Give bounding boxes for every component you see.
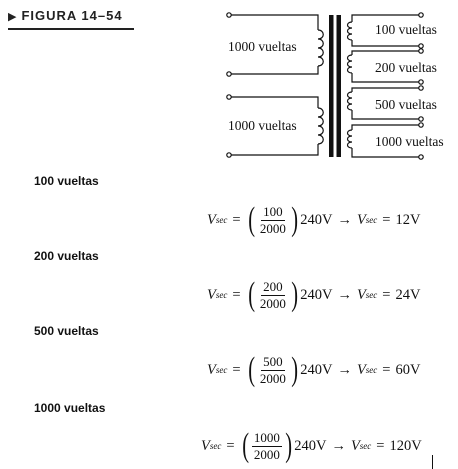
transformer-diagram: 1000 vueltas 1000 vueltas 100 vueltas 20… [226,12,444,160]
triangle-icon: ▶ [8,11,18,23]
figure-title-text: FIGURA 14–54 [21,8,123,23]
primary-coil-1 [226,12,324,77]
core-bar-left [329,15,334,157]
secondary-winding-label-1000: 1000 vueltas [375,134,444,149]
primary-coil-2 [226,94,324,158]
primary-winding-label-1: 1000 vueltas [228,39,297,54]
text-cursor [432,455,433,469]
core-bar-right [336,15,341,157]
secondary-winding-label-200: 200 vueltas [375,60,437,75]
secondary-winding-label-500: 500 vueltas [375,97,437,112]
case-heading-200: 200 vueltas [34,249,99,263]
case-heading-500: 500 vueltas [34,324,99,338]
case-heading-100: 100 vueltas [34,174,99,188]
secondary-winding-label-100: 100 vueltas [375,22,437,37]
title-rule [8,28,134,30]
primary-winding-label-2: 1000 vueltas [228,118,297,133]
figure-title: ▶ FIGURA 14–54 [8,8,123,23]
case-heading-1000: 1000 vueltas [34,401,106,415]
secondary-coils [346,12,424,160]
